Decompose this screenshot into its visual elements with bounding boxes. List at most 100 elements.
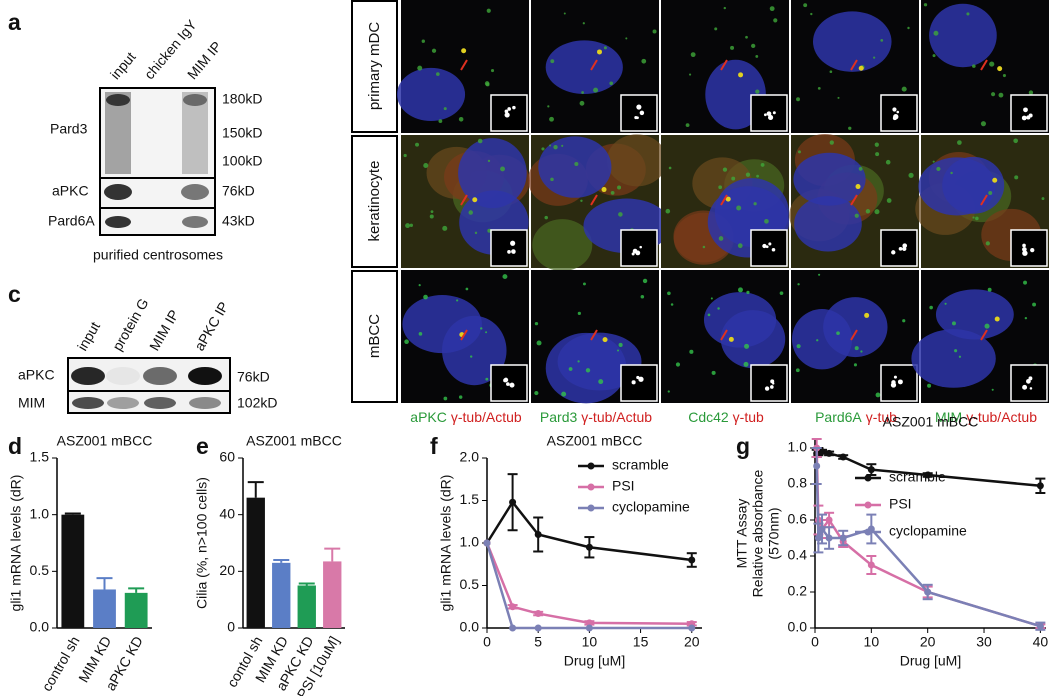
stain [950, 171, 953, 175]
stain [795, 368, 800, 373]
blot-band [182, 216, 208, 228]
data-point [688, 556, 696, 564]
nucleus [793, 152, 866, 206]
lane-label: MIM IP [184, 38, 225, 82]
legend-marker [587, 483, 595, 491]
blot-band [71, 367, 105, 385]
panel-label: a [8, 9, 21, 35]
stain [984, 323, 990, 329]
centrosome [728, 336, 734, 342]
stain [865, 209, 871, 214]
marker-label: 100kD [222, 153, 262, 169]
stain [574, 161, 579, 167]
stain [417, 65, 423, 71]
legend-marker [587, 504, 595, 512]
nucleus [402, 295, 482, 354]
y-axis-label: Relative absorbance [750, 469, 766, 597]
stain [544, 215, 548, 220]
inset [750, 229, 788, 267]
centrosome [597, 49, 603, 55]
legend-label: PSI [889, 496, 912, 512]
legend-label: scramble [612, 457, 669, 473]
stain [618, 212, 623, 217]
stain [490, 69, 495, 73]
data-point [585, 543, 593, 551]
nucleus [911, 329, 996, 388]
stain [561, 391, 567, 397]
data-point [813, 462, 821, 470]
inset-spot [1022, 384, 1028, 390]
stain [854, 213, 859, 218]
stain [549, 144, 552, 147]
lane-label: input [107, 49, 139, 83]
blot-band [189, 397, 221, 409]
stain [585, 368, 591, 373]
stain [875, 152, 880, 157]
panel-label: d [8, 433, 22, 459]
stain [641, 58, 647, 64]
y-tick-label: 0.5 [460, 576, 480, 592]
stain [405, 223, 411, 229]
stain [743, 361, 749, 367]
stain [985, 241, 990, 246]
data-point [534, 531, 542, 538]
inset [620, 364, 658, 402]
inset-spot [902, 246, 907, 251]
x-tick-label: 20 [920, 634, 936, 650]
stain [829, 140, 834, 145]
y-axis-label: Cilia (%, n>100 cells) [194, 477, 210, 609]
marker-label: 76kD [222, 183, 255, 199]
inset-spot [631, 252, 635, 256]
stain [438, 119, 443, 124]
stain [730, 45, 735, 50]
stain [764, 219, 769, 224]
inset [880, 94, 918, 132]
stain [737, 243, 743, 249]
stain [598, 379, 604, 385]
stain [561, 144, 564, 147]
y-axis-label: (570nm) [766, 507, 782, 559]
cilium [460, 329, 468, 341]
stain [690, 52, 696, 58]
data-point [818, 448, 826, 456]
cilium [850, 59, 858, 71]
stain [477, 138, 483, 144]
blot-band [188, 367, 222, 385]
stain [927, 383, 932, 388]
stain [760, 163, 765, 167]
stain [796, 97, 800, 102]
chart-title: ASZ001 mBCC [547, 433, 643, 449]
inset-spot [503, 378, 508, 383]
column-caption: MIM γ-tub/Actub [935, 409, 1037, 425]
inset-spot [1029, 387, 1033, 390]
stain [755, 55, 759, 58]
stain [485, 331, 488, 334]
centrosome [725, 196, 731, 202]
marker-label: 150kD [222, 125, 262, 141]
inset-spot [1023, 107, 1028, 113]
inset-spot [1021, 115, 1027, 121]
stain [779, 291, 784, 296]
stain [688, 73, 692, 76]
blot [99, 87, 216, 236]
x-axis-label: Drug [uM] [900, 653, 961, 669]
blot-band [181, 184, 209, 200]
centrosome [601, 187, 607, 193]
bar [297, 585, 316, 628]
stain [652, 29, 657, 34]
blot-band [143, 367, 177, 385]
marker-label: 102kD [237, 395, 277, 411]
cilium [980, 194, 988, 206]
stain [468, 210, 473, 215]
centrosome [994, 316, 1000, 322]
inset [620, 94, 658, 132]
panel-label: g [736, 433, 750, 459]
y-tick-label: 1.0 [460, 534, 480, 550]
data-point [509, 603, 517, 611]
inset-spot [512, 250, 516, 254]
caption-green: Pard6A [815, 409, 862, 425]
stain [797, 283, 800, 286]
stain [474, 231, 478, 235]
stain [908, 172, 914, 178]
stain [929, 305, 933, 310]
